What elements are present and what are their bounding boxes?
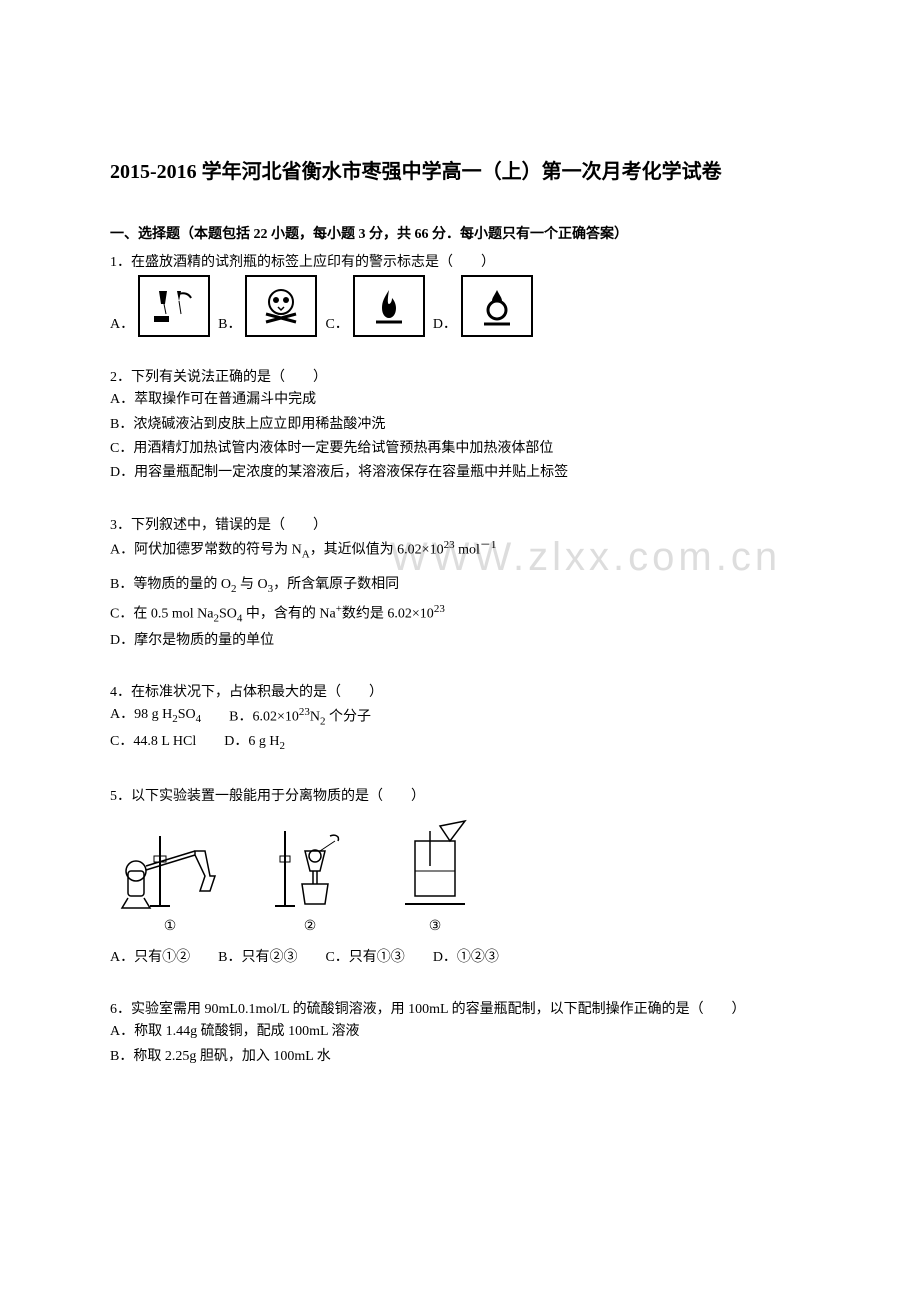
q5-opt-b: B．只有②③ [218, 947, 297, 969]
q4-opt-d: D．6 g H2 [224, 731, 285, 755]
question-4: 4．在标准状况下，占体积最大的是（ ） A．98 g H2SO4 B．6.02×… [110, 682, 810, 756]
q3-opt-d: D．摩尔是物质的量的单位 [110, 630, 810, 652]
flammable-icon [353, 275, 425, 337]
q5-diagram-1: ① [110, 816, 230, 938]
question-3: WWW.zlxx.com.cn 3．下列叙述中，错误的是（ ） A．阿伏加德罗常… [110, 515, 810, 652]
q2-opt-c: C．用酒精灯加热试管内液体时一定要先给试管预热再集中加热液体部位 [110, 438, 810, 460]
q5-opt-d: D．①②③ [433, 947, 499, 969]
q1-opt-d-label: D． [433, 314, 457, 336]
q3-opt-b: B．等物质的量的 O2 与 O3，所含氧原子数相同 [110, 574, 810, 598]
question-5: 5．以下实验装置一般能用于分离物质的是（ ） ① [110, 786, 810, 969]
question-6: 6．实验室需用 90mL0.1mol/L 的硫酸铜溶液，用 100mL 的容量瓶… [110, 999, 810, 1068]
q2-text: 2．下列有关说法正确的是（ ） [110, 367, 810, 389]
q4-options-row1: A．98 g H2SO4 B．6.02×1023N2 个分子 [110, 704, 810, 731]
q4-opt-a: A．98 g H2SO4 [110, 704, 201, 731]
q1-opt-c-label: C． [325, 314, 348, 336]
q6-opt-a: A．称取 1.44g 硫酸铜，配成 100mL 溶液 [110, 1021, 810, 1043]
q2-opt-a: A．萃取操作可在普通漏斗中完成 [110, 389, 810, 411]
q2-options: A．萃取操作可在普通漏斗中完成 B．浓烧碱液沾到皮肤上应立即用稀盐酸冲洗 C．用… [110, 389, 810, 485]
exam-title: 2015-2016 学年河北省衡水市枣强中学高一（上）第一次月考化学试卷 [110, 150, 810, 194]
section-1-header: 一、选择题（本题包括 22 小题，每小题 3 分，共 66 分．每小题只有一个正… [110, 224, 810, 246]
q1-option-a: A． [110, 275, 210, 337]
question-2: 2．下列有关说法正确的是（ ） A．萃取操作可在普通漏斗中完成 B．浓烧碱液沾到… [110, 367, 810, 485]
q3-text: 3．下列叙述中，错误的是（ ） [110, 515, 810, 537]
q1-opt-b-label: B． [218, 314, 241, 336]
q1-text: 1．在盛放酒精的试剂瓶的标签上应印有的警示标志是（ ） [110, 252, 810, 274]
q5-opt-a: A．只有①② [110, 947, 190, 969]
q3-opt-c: C．在 0.5 mol Na2SO4 中，含有的 Na+数约是 6.02×102… [110, 601, 810, 628]
q6-options: A．称取 1.44g 硫酸铜，配成 100mL 溶液 B．称取 2.25g 胆矾… [110, 1021, 810, 1068]
q1-options: A． B． [110, 275, 810, 337]
toxic-skull-icon [245, 275, 317, 337]
oxidizer-icon [461, 275, 533, 337]
q5-diagram-3: ③ [390, 816, 480, 938]
q5-diag2-label: ② [304, 916, 317, 938]
q2-opt-d: D．用容量瓶配制一定浓度的某溶液后，将溶液保存在容量瓶中并贴上标签 [110, 462, 810, 484]
q5-diag3-label: ③ [429, 916, 442, 938]
q5-opt-c: C．只有①③ [325, 947, 404, 969]
q5-text: 5．以下实验装置一般能用于分离物质的是（ ） [110, 786, 810, 808]
q5-diag1-label: ① [164, 916, 177, 938]
q5-diagram-2: ② [260, 816, 360, 938]
corrosive-icon [138, 275, 210, 337]
q4-opt-c: C．44.8 L HCl [110, 731, 196, 755]
q1-opt-a-label: A． [110, 314, 134, 336]
q6-opt-b: B．称取 2.25g 胆矾，加入 100mL 水 [110, 1046, 810, 1068]
q6-text: 6．实验室需用 90mL0.1mol/L 的硫酸铜溶液，用 100mL 的容量瓶… [110, 999, 810, 1021]
q1-option-c: C． [325, 275, 424, 337]
q3-opt-a: A．阿伏加德罗常数的符号为 NA，其近似值为 6.02×1023 mol－1 [110, 537, 810, 564]
q3-options: A．阿伏加德罗常数的符号为 NA，其近似值为 6.02×1023 mol－1 B… [110, 537, 810, 652]
question-1: 1．在盛放酒精的试剂瓶的标签上应印有的警示标志是（ ） A． B． [110, 252, 810, 336]
q5-diagrams: ① ② ③ [110, 816, 810, 938]
q4-text: 4．在标准状况下，占体积最大的是（ ） [110, 682, 810, 704]
q4-options-row2: C．44.8 L HCl D．6 g H2 [110, 731, 810, 755]
q1-option-b: B． [218, 275, 317, 337]
q5-options: A．只有①② B．只有②③ C．只有①③ D．①②③ [110, 947, 810, 969]
q1-option-d: D． [433, 275, 533, 337]
q2-opt-b: B．浓烧碱液沾到皮肤上应立即用稀盐酸冲洗 [110, 414, 810, 436]
q4-opt-b: B．6.02×1023N2 个分子 [229, 704, 371, 731]
